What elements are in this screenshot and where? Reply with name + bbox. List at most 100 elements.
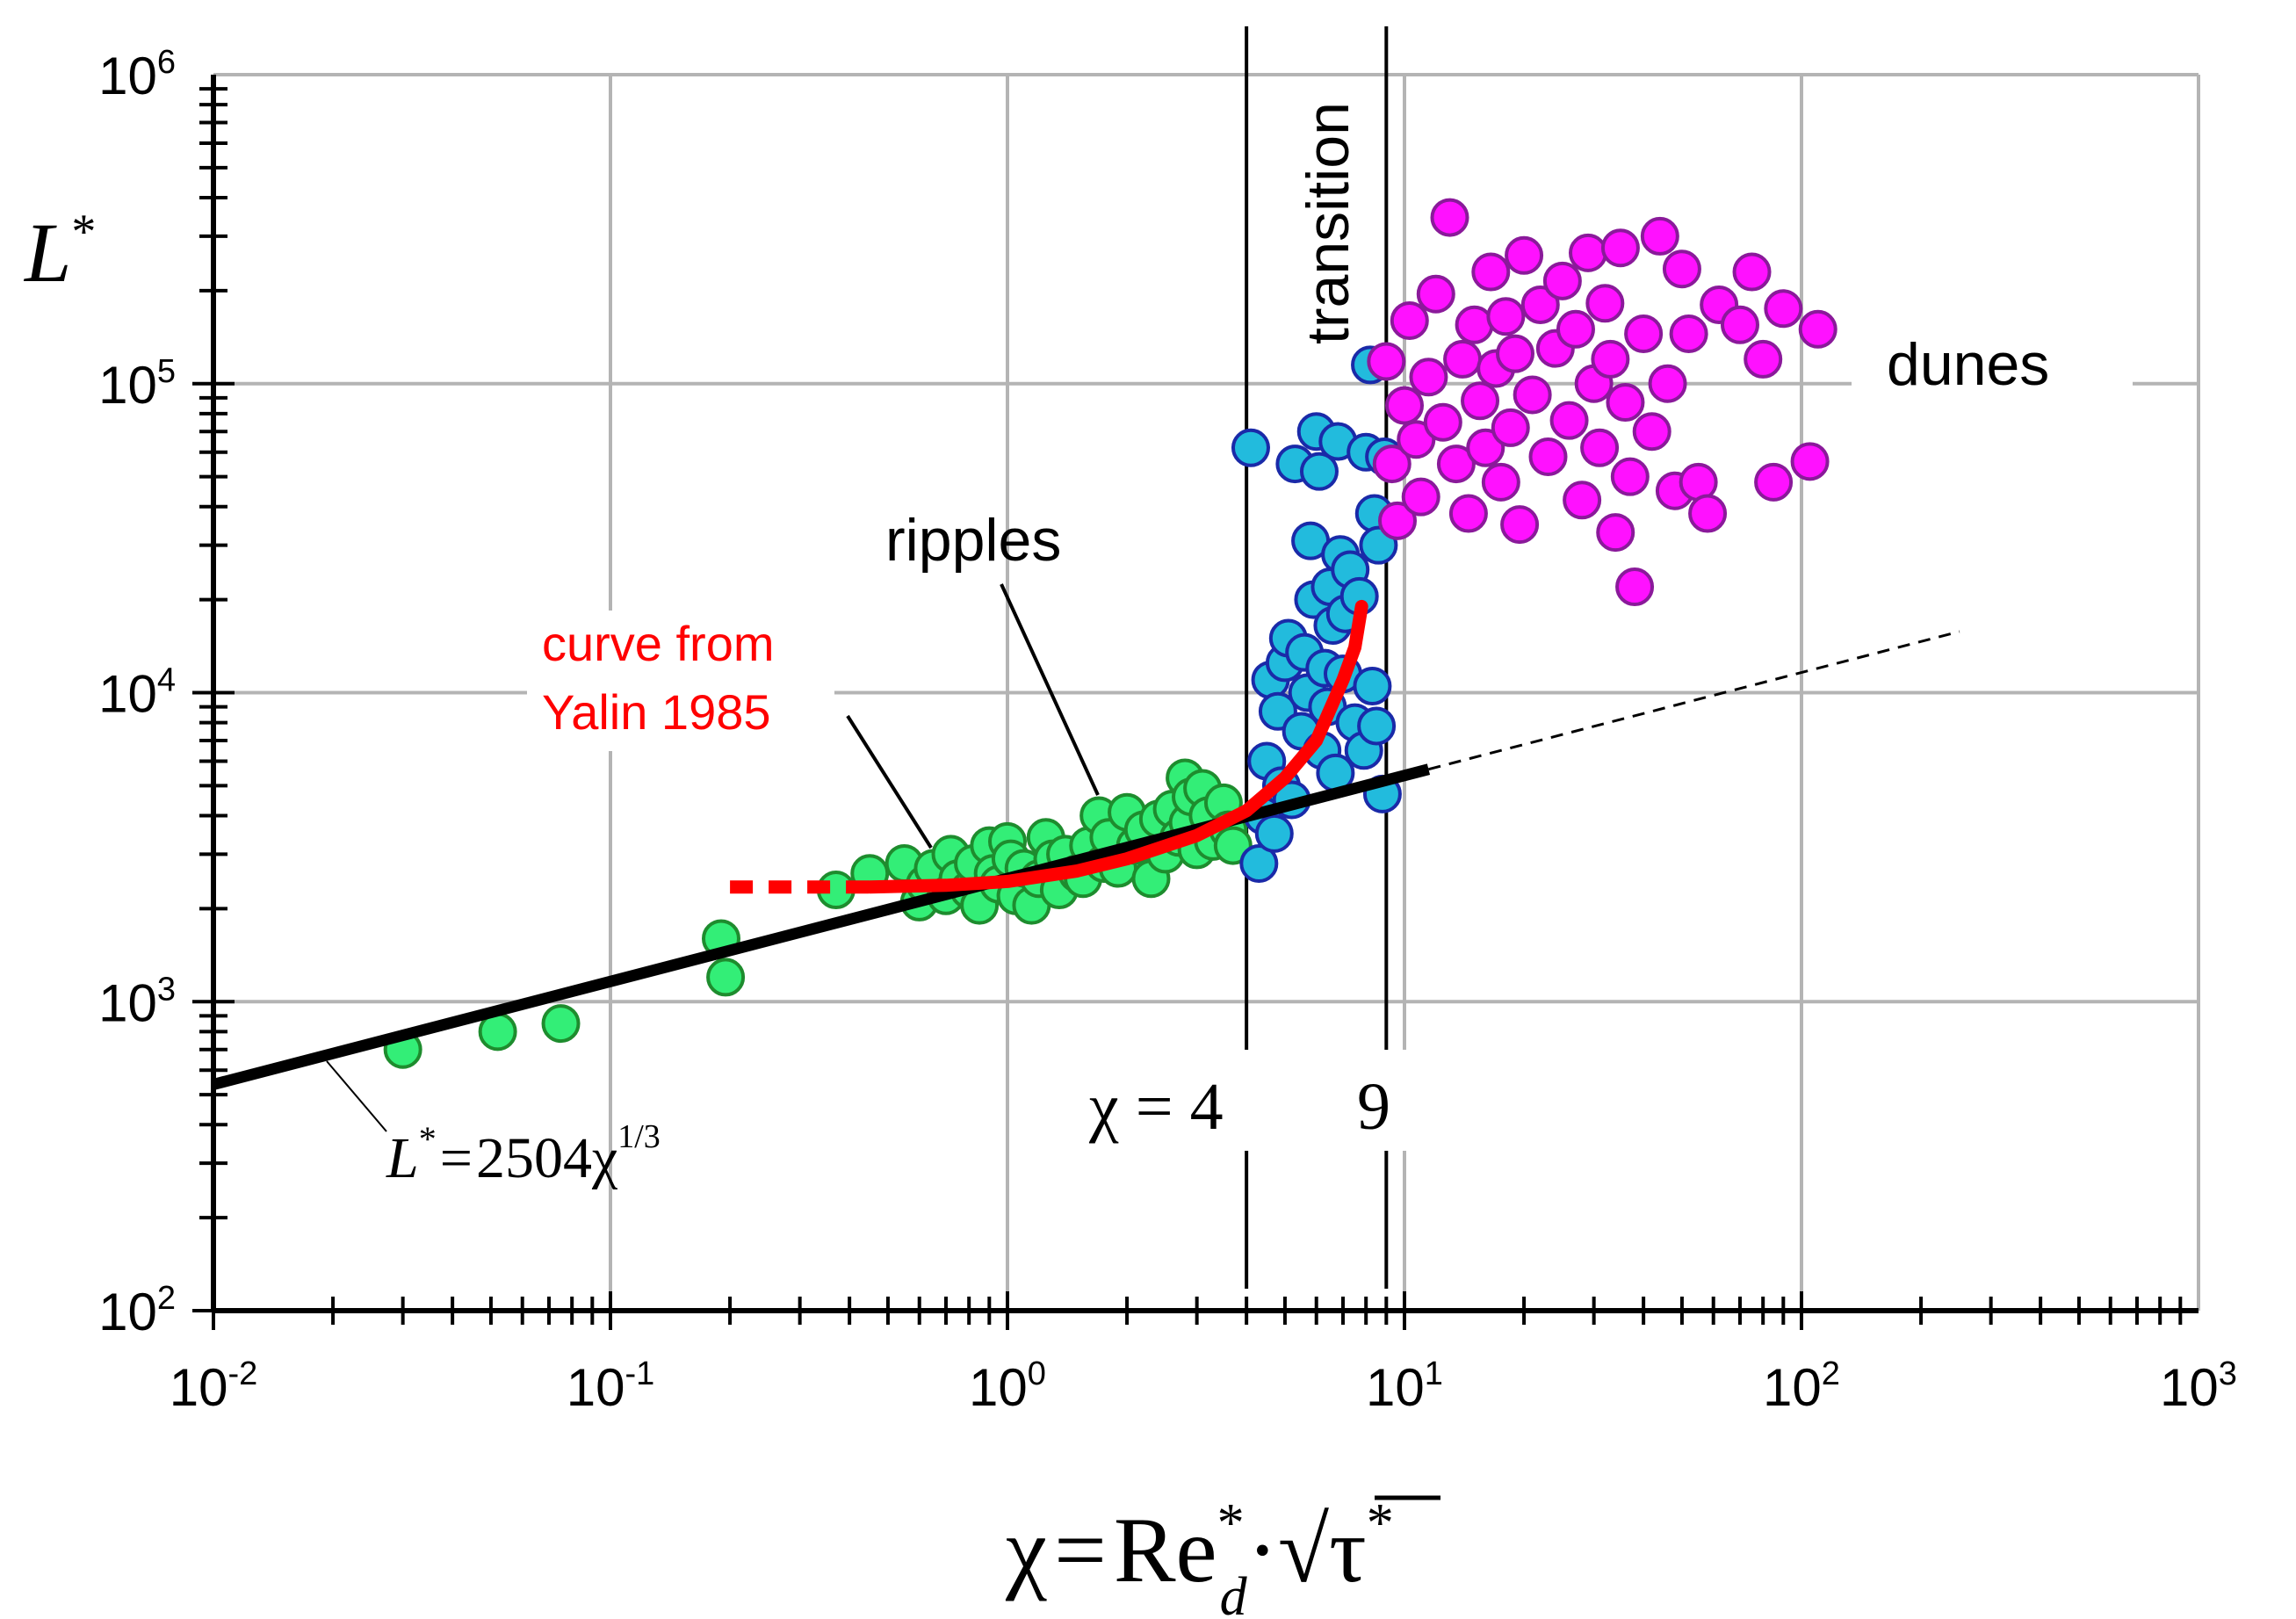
data-point — [1596, 513, 1635, 553]
x-label-re: Re — [1114, 1499, 1217, 1601]
data-point — [1481, 462, 1520, 502]
data-point — [1563, 481, 1602, 520]
data-point — [1580, 428, 1620, 467]
data-point — [1754, 462, 1794, 502]
data-point — [1390, 300, 1429, 340]
chi-eq-4-label: χ = 4 — [1088, 1070, 1224, 1144]
data-point — [1491, 408, 1530, 447]
data-point — [1585, 284, 1625, 323]
data-point — [1353, 667, 1392, 706]
y-tick-labels: 102 103 104 105 106 — [98, 44, 176, 1341]
data-point — [1409, 358, 1448, 397]
x-tick-label: 100 — [969, 1355, 1046, 1417]
data-point — [1367, 342, 1406, 381]
dunes-label: dunes — [1887, 331, 2049, 398]
yalin-label-line1: curve from — [542, 616, 775, 671]
data-point — [1495, 334, 1534, 373]
data-point — [1401, 477, 1440, 517]
y-axis-label: L* — [23, 205, 96, 300]
data-point — [1513, 375, 1552, 415]
x-label-dot: · — [1247, 1499, 1278, 1601]
data-point — [1764, 289, 1803, 329]
data-point — [1669, 314, 1708, 353]
fit-eq: = — [440, 1126, 473, 1190]
fit-equation: L*=2504χ1/3 — [386, 1118, 661, 1190]
data-point — [1231, 428, 1270, 467]
chi-labels-bg — [1058, 1050, 1427, 1151]
data-point — [1466, 428, 1505, 467]
data-point — [1471, 252, 1511, 292]
yalin-label-line2: Yalin 1985 — [542, 684, 771, 740]
data-point — [1397, 420, 1436, 459]
data-point — [1606, 383, 1645, 423]
x-label-tau: τ — [1329, 1499, 1367, 1601]
x-tick-label: 102 — [1763, 1355, 1840, 1417]
x-tick-label: 101 — [1366, 1355, 1443, 1417]
fit-coef: 2504 — [476, 1126, 592, 1190]
yalin-label-bg — [527, 611, 834, 751]
data-point — [1505, 235, 1544, 275]
data-point — [1299, 452, 1339, 491]
data-point — [1239, 843, 1279, 883]
x-tick-labels: 10-2 10-1 100 101 102 103 — [170, 1355, 2237, 1417]
transition-label: transition — [1295, 102, 1361, 344]
data-point — [1615, 567, 1655, 607]
x-label-tau-sup: * — [1367, 1493, 1394, 1553]
x-tick-label: 10-1 — [567, 1355, 655, 1417]
x-label-sqrt: √ — [1278, 1499, 1330, 1601]
data-point — [1720, 305, 1759, 344]
x-axis-label: χ=Re* d·√τ* — [1005, 1493, 1394, 1619]
data-point — [1455, 305, 1494, 344]
data-point — [1520, 285, 1560, 324]
y-tick-label: 105 — [98, 353, 176, 415]
dunes-label-bg — [1852, 321, 2133, 417]
y-axis-label-main: L — [23, 206, 71, 300]
data-point — [1486, 297, 1526, 336]
ripples-label: ripples — [885, 507, 1061, 574]
fit-exp: 1/3 — [617, 1118, 661, 1155]
nine-label: 9 — [1357, 1070, 1390, 1144]
data-point — [1798, 309, 1838, 349]
data-point — [1790, 442, 1830, 481]
data-point — [1600, 228, 1640, 268]
fit-chi: χ — [591, 1126, 617, 1190]
data-point — [1688, 494, 1728, 533]
data-point — [1591, 339, 1630, 379]
y-axis-label-sup: * — [71, 205, 96, 259]
x-tick-label: 103 — [2160, 1355, 2237, 1417]
data-point — [1254, 813, 1294, 853]
data-point — [1632, 412, 1671, 452]
x-label-chi: χ — [1005, 1499, 1047, 1601]
axes — [211, 75, 2199, 1313]
ripples-pointer — [1000, 583, 1100, 796]
data-point — [1624, 314, 1664, 353]
data-point — [1569, 233, 1608, 272]
data-point — [1549, 401, 1589, 440]
data-point — [1528, 437, 1568, 476]
y-tick-label: 103 — [98, 971, 176, 1032]
data-point — [1372, 445, 1412, 484]
y-tick-label: 106 — [98, 44, 176, 105]
x-label-re-sub: d — [1220, 1567, 1248, 1619]
data-point — [1461, 381, 1500, 421]
data-point — [1732, 252, 1772, 292]
data-point — [1448, 494, 1488, 533]
series-ripples — [383, 758, 1253, 1069]
data-point — [1648, 364, 1687, 403]
series-layer — [383, 198, 1838, 1069]
data-point — [1556, 309, 1595, 349]
yalin-curve — [863, 599, 1368, 894]
data-point — [1416, 274, 1455, 314]
data-point — [1213, 826, 1253, 865]
x-label-eq: = — [1054, 1499, 1107, 1601]
yalin-pointer — [846, 714, 933, 849]
data-point — [1500, 505, 1540, 545]
data-point — [1744, 339, 1783, 379]
fit-line-dashed — [1428, 630, 1960, 771]
x-label-re-sup: * — [1217, 1493, 1245, 1553]
fit-lhs: L — [386, 1126, 419, 1190]
fit-pointer — [326, 1060, 387, 1132]
data-point — [1640, 216, 1679, 256]
data-point — [541, 1004, 581, 1044]
